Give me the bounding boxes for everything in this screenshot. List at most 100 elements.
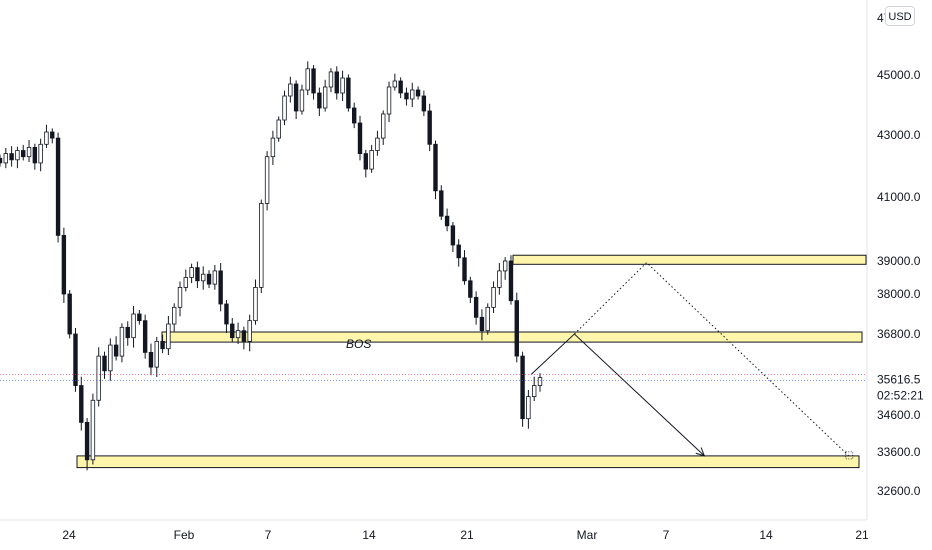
candle <box>61 227 67 303</box>
candle <box>398 77 403 99</box>
candle-body-down <box>520 355 525 420</box>
candle <box>119 323 125 363</box>
candle <box>293 80 299 120</box>
candle <box>171 303 177 332</box>
candle-body-down <box>398 80 403 94</box>
candle-body-up <box>531 385 537 397</box>
candle-body-up <box>276 119 281 139</box>
y-tick-label: 43000.0 <box>877 128 921 142</box>
candle-body-up <box>253 286 258 322</box>
candle-body-down <box>160 340 165 350</box>
candle-body-up <box>381 113 386 139</box>
candle <box>183 269 189 292</box>
candle-body-down <box>421 95 427 112</box>
candle-body-down <box>444 215 450 227</box>
candle-body-down <box>50 131 55 139</box>
candle-body-down <box>439 190 444 217</box>
candle <box>15 146 20 169</box>
y-tick-label: 36800.0 <box>877 327 921 341</box>
candle-body-down <box>468 280 473 298</box>
candle <box>357 115 363 161</box>
candle-body-down <box>55 137 61 236</box>
candle-body-up <box>247 320 252 342</box>
candle-body-up <box>497 270 502 288</box>
candle-body-up <box>177 286 183 308</box>
candle-body-down <box>113 344 119 357</box>
candle <box>166 316 171 355</box>
candles <box>0 61 543 471</box>
projection-solid <box>530 333 705 457</box>
candle-body-down <box>224 303 229 325</box>
candle <box>328 68 334 93</box>
candle-body-up <box>328 71 334 88</box>
candle-body-up <box>288 83 293 97</box>
candle <box>195 261 200 289</box>
candle <box>32 143 38 170</box>
supply-zone <box>512 254 867 265</box>
candle-body-down <box>0 157 3 164</box>
x-tick-label: 14 <box>362 528 376 542</box>
candle <box>502 257 508 280</box>
candle <box>224 300 229 333</box>
candle-body-up <box>270 137 276 158</box>
candle <box>9 146 14 167</box>
candle <box>346 74 351 112</box>
candle <box>340 70 345 102</box>
candle <box>404 87 409 106</box>
candle <box>415 86 421 100</box>
y-tick-label: 38000.0 <box>877 287 921 301</box>
x-tick-label: 21 <box>855 528 869 542</box>
candle <box>218 262 223 312</box>
candle <box>50 128 55 144</box>
candle <box>386 81 392 123</box>
candle <box>21 144 26 161</box>
candle-body-down <box>334 71 339 94</box>
candle-body-up <box>386 86 392 115</box>
y-tick-label: 41000.0 <box>877 190 921 204</box>
candle-body-up <box>264 156 270 204</box>
candle-body-down <box>357 122 363 155</box>
candle <box>142 314 148 359</box>
candle <box>514 292 519 363</box>
projections <box>530 261 854 460</box>
y-tick-label: 39000.0 <box>877 254 921 268</box>
currency-badge[interactable]: USD <box>885 6 915 26</box>
candle <box>392 73 398 91</box>
x-tick-label: Mar <box>577 528 598 542</box>
candle <box>96 347 101 407</box>
candle <box>79 376 84 431</box>
candle <box>154 336 159 378</box>
candle <box>375 130 380 156</box>
x-tick-label: 24 <box>62 528 76 542</box>
candle <box>433 140 438 200</box>
candle-body-up <box>183 277 189 288</box>
candle-body-down <box>433 143 438 192</box>
candle-body-down <box>415 89 421 97</box>
candle-body-up <box>26 146 32 158</box>
candle-body-down <box>293 83 299 112</box>
countdown-label: 02:52:21 <box>877 389 924 403</box>
candle <box>497 262 502 295</box>
axes: 45000.0 43000.0 41000.0 39000.0 38000.0 36800… <box>0 0 924 542</box>
candle-body-up <box>299 89 305 112</box>
candle <box>456 239 461 267</box>
candle <box>444 208 450 232</box>
candle <box>282 90 287 126</box>
candle <box>427 103 432 152</box>
candle-body-up <box>166 323 171 350</box>
candle <box>381 110 386 145</box>
candle <box>311 65 316 100</box>
x-tick-label: Feb <box>174 528 195 542</box>
candle <box>439 185 444 221</box>
last-price-label: 35616.5 <box>877 373 921 387</box>
candle <box>259 199 264 294</box>
candle <box>137 310 142 325</box>
candle-body-up <box>502 260 508 272</box>
candle <box>102 351 107 379</box>
candle-body-up <box>15 150 20 161</box>
candle <box>38 138 43 172</box>
candle <box>235 322 241 344</box>
candle <box>125 321 130 346</box>
